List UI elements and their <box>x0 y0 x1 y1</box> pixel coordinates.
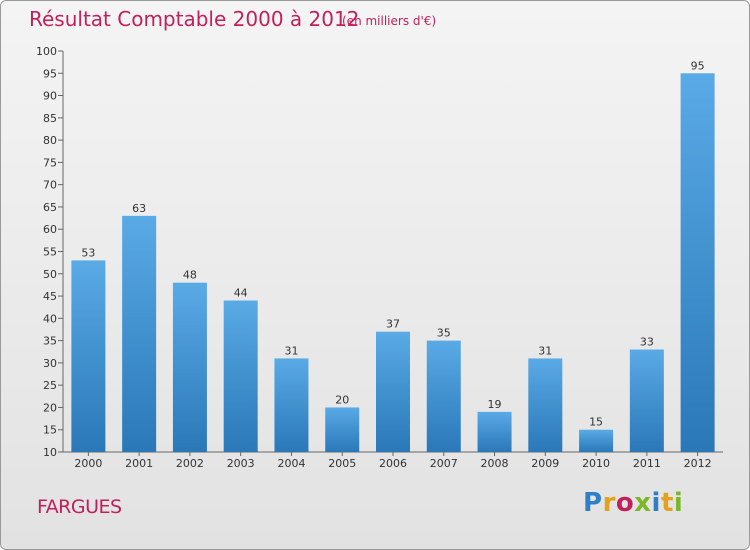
y-tick-label: 95 <box>43 67 57 80</box>
x-tick-label: 2004 <box>277 457 305 470</box>
proxiti-logo[interactable]: Proxiti <box>583 488 683 518</box>
y-tick-label: 15 <box>43 424 57 437</box>
data-label-2005: 20 <box>335 393 349 406</box>
bar-2008 <box>477 411 512 452</box>
y-tick-label: 90 <box>43 90 57 103</box>
y-tick-label: 60 <box>43 223 57 236</box>
logo-letter: o <box>615 488 635 518</box>
data-label-2004: 31 <box>284 344 298 357</box>
data-label-2006: 37 <box>386 318 400 331</box>
y-tick-label: 100 <box>36 45 57 58</box>
data-label-2007: 35 <box>437 327 451 340</box>
data-label-2012: 95 <box>691 59 705 72</box>
logo-letter: i <box>673 488 684 518</box>
logo-letter: r <box>602 488 616 518</box>
x-tick-label: 2007 <box>430 457 458 470</box>
y-tick-label: 35 <box>43 335 57 348</box>
bar-2012 <box>680 73 715 453</box>
bar-2000 <box>71 260 106 452</box>
x-tick-label: 2011 <box>633 457 661 470</box>
y-tick-label: 80 <box>43 134 57 147</box>
y-tick-label: 70 <box>43 179 57 192</box>
logo-letter: i <box>651 488 661 518</box>
y-tick-label: 85 <box>43 112 57 125</box>
bar-2003 <box>223 300 258 452</box>
commune-name: FARGUES <box>37 496 122 518</box>
data-label-2000: 53 <box>81 246 95 259</box>
y-tick-label: 20 <box>43 401 57 414</box>
x-tick-label: 2008 <box>481 457 509 470</box>
x-tick-label: 2012 <box>684 457 712 470</box>
y-tick-label: 75 <box>43 156 57 169</box>
data-label-2002: 48 <box>183 269 197 282</box>
logo-letter: t <box>660 488 674 518</box>
logo-letter: x <box>634 488 652 518</box>
x-tick-label: 2001 <box>125 457 153 470</box>
bar-2004 <box>274 358 309 452</box>
chart-title: Résultat Comptable 2000 à 2012 <box>29 7 360 31</box>
data-label-2009: 31 <box>538 344 552 357</box>
y-tick-label: 25 <box>43 379 57 392</box>
bar-2002 <box>172 282 207 452</box>
x-tick-label: 2002 <box>176 457 204 470</box>
y-tick-label: 55 <box>43 246 57 259</box>
data-label-2011: 33 <box>640 336 654 349</box>
y-tick-label: 65 <box>43 201 57 214</box>
logo-letter: P <box>583 488 603 518</box>
bar-2009 <box>528 358 563 452</box>
data-label-2001: 63 <box>132 202 146 215</box>
bar-2010 <box>579 429 614 452</box>
x-tick-label: 2003 <box>227 457 255 470</box>
chart-subtitle: (en milliers d'€) <box>342 14 437 28</box>
y-tick-label: 30 <box>43 357 57 370</box>
x-tick-label: 2010 <box>582 457 610 470</box>
data-label-2010: 15 <box>589 416 603 429</box>
bar-2001 <box>122 215 157 452</box>
y-tick-label: 50 <box>43 268 57 281</box>
data-label-2008: 19 <box>488 398 502 411</box>
bar-2011 <box>629 349 664 452</box>
x-tick-label: 2000 <box>74 457 102 470</box>
x-tick-label: 2009 <box>531 457 559 470</box>
bar-2006 <box>376 331 410 452</box>
x-tick-label: 2006 <box>379 457 407 470</box>
x-tick-label: 2005 <box>328 457 356 470</box>
data-label-2003: 44 <box>234 287 248 300</box>
bar-2007 <box>426 340 461 452</box>
y-tick-label: 40 <box>43 312 57 325</box>
y-tick-label: 10 <box>43 446 57 459</box>
y-tick-label: 45 <box>43 290 57 303</box>
bar-2005 <box>325 407 360 452</box>
